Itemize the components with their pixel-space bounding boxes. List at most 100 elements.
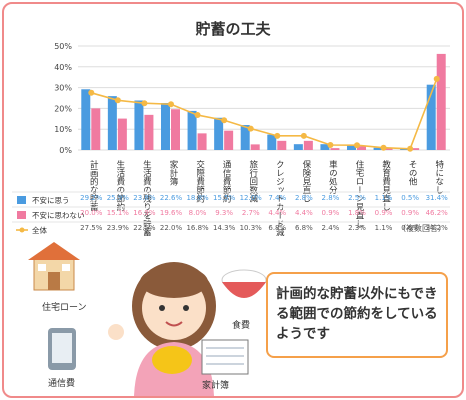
line-point bbox=[407, 145, 414, 152]
data-label: 18.8% bbox=[186, 194, 209, 202]
line-point bbox=[194, 112, 201, 119]
bar-fuan-nai bbox=[357, 146, 366, 150]
data-label: 46.2% bbox=[426, 209, 449, 217]
notebook-icon bbox=[201, 339, 249, 375]
line-point bbox=[141, 100, 148, 107]
y-tick-label: 10% bbox=[54, 125, 72, 134]
x-category-label: 住宅ローン見直し bbox=[354, 159, 364, 228]
bar-fuan-nai bbox=[410, 148, 420, 150]
x-category-label: 交際費節約 bbox=[195, 159, 205, 203]
line-point bbox=[300, 132, 307, 139]
bar-fuan bbox=[293, 144, 303, 150]
legend-swatch bbox=[17, 211, 26, 219]
data-label: 1.1% bbox=[375, 194, 393, 202]
x-category-label: 教育費見直し bbox=[381, 159, 391, 211]
x-category-label: クレジットカード減 bbox=[274, 160, 284, 236]
data-label: 10.3% bbox=[240, 224, 263, 232]
data-label: 15.5% bbox=[213, 194, 236, 202]
data-label: 1.1% bbox=[375, 224, 393, 232]
x-category-label: 旅行回数減 bbox=[248, 159, 258, 203]
legend-swatch bbox=[17, 196, 26, 204]
legend-label: 不安に思わない bbox=[32, 210, 85, 220]
bar-fuan-nai bbox=[277, 140, 287, 150]
data-label: 0.9% bbox=[322, 209, 340, 217]
bar-fuan bbox=[320, 144, 330, 150]
y-tick-label: 30% bbox=[54, 84, 72, 93]
bar-fuan bbox=[373, 147, 383, 150]
data-label: 1.8% bbox=[348, 209, 366, 217]
bar-fuan-nai bbox=[303, 140, 313, 150]
data-label: 0.9% bbox=[401, 209, 419, 217]
legend-label: 不安に思う bbox=[32, 195, 70, 205]
data-label: 23.9% bbox=[107, 224, 130, 232]
data-label: 16.9% bbox=[133, 209, 156, 217]
illustration bbox=[28, 242, 267, 396]
line-zentai bbox=[91, 78, 438, 150]
bar-fuan bbox=[426, 84, 436, 150]
bar-fuan bbox=[240, 125, 250, 150]
data-label: 22.5% bbox=[133, 224, 156, 232]
data-label: 2.4% bbox=[322, 224, 340, 232]
bar-fuan-nai bbox=[91, 108, 101, 150]
bar-fuan bbox=[81, 89, 91, 150]
x-category-label: 生活費の残りを貯蓄 bbox=[141, 159, 151, 236]
rice-bowl-icon bbox=[221, 269, 267, 298]
bar-fuan-nai bbox=[250, 144, 260, 150]
data-label: 12.0% bbox=[240, 194, 263, 202]
line-point bbox=[380, 144, 387, 151]
data-label: 20.0% bbox=[80, 209, 103, 217]
line-point bbox=[247, 125, 254, 132]
data-label: 2.7% bbox=[242, 209, 260, 217]
bar-fuan-nai bbox=[144, 114, 154, 150]
bar-fuan bbox=[107, 96, 117, 150]
data-label: 7.4% bbox=[268, 194, 286, 202]
bar-fuan-nai bbox=[197, 133, 207, 150]
line-point bbox=[88, 89, 95, 96]
data-label: 34.2% bbox=[426, 224, 449, 232]
data-label: 9.3% bbox=[215, 209, 233, 217]
data-label: 25.9% bbox=[107, 194, 130, 202]
line-point bbox=[433, 75, 440, 82]
x-category-label: 保険見直し bbox=[301, 159, 311, 202]
y-tick-label: 40% bbox=[54, 63, 72, 72]
line-point bbox=[114, 97, 121, 104]
phone-icon bbox=[48, 328, 76, 370]
data-label: 14.3% bbox=[213, 224, 236, 232]
bar-fuan bbox=[134, 100, 144, 150]
x-category-label: 通信費節約 bbox=[221, 159, 231, 203]
data-label: 2.8% bbox=[295, 194, 313, 202]
house-caption: 住宅ローン bbox=[42, 303, 87, 313]
x-category-label: 計画的な貯蓄 bbox=[88, 159, 98, 212]
x-category-label: 特になし bbox=[434, 159, 444, 194]
line-point bbox=[327, 142, 334, 149]
data-label: 2.3% bbox=[348, 224, 366, 232]
data-label: 29.2% bbox=[80, 194, 103, 202]
data-label: 22.0% bbox=[160, 224, 183, 232]
data-label: 0.9% bbox=[375, 209, 393, 217]
line-point bbox=[354, 142, 360, 149]
data-label: 2.5% bbox=[348, 194, 366, 202]
data-label: 8.0% bbox=[189, 209, 207, 217]
woman-icon bbox=[108, 262, 216, 396]
bar-fuan bbox=[400, 148, 410, 150]
bar-fuan-nai bbox=[436, 53, 446, 150]
bar-fuan-nai bbox=[383, 148, 393, 150]
data-label: 27.5% bbox=[80, 224, 103, 232]
bar-fuan bbox=[161, 102, 170, 150]
x-category-label: その他 bbox=[407, 160, 417, 186]
bar-fuan-nai bbox=[171, 109, 180, 150]
legend-swatch-dot bbox=[19, 227, 25, 233]
y-tick-label: 50% bbox=[54, 42, 72, 51]
data-label: 22.6% bbox=[160, 194, 183, 202]
bar-fuan-nai bbox=[330, 148, 340, 150]
bar-fuan bbox=[267, 134, 277, 150]
illustration-area: 住宅ローン 通信費 食費 家計簿 bbox=[4, 236, 462, 396]
data-label: 2.8% bbox=[322, 194, 340, 202]
line-point bbox=[221, 117, 228, 124]
data-label: 6.8% bbox=[295, 224, 313, 232]
bar-fuan-nai bbox=[117, 118, 127, 150]
data-label: 0.5% bbox=[401, 194, 419, 202]
data-label: 15.1% bbox=[107, 209, 130, 217]
